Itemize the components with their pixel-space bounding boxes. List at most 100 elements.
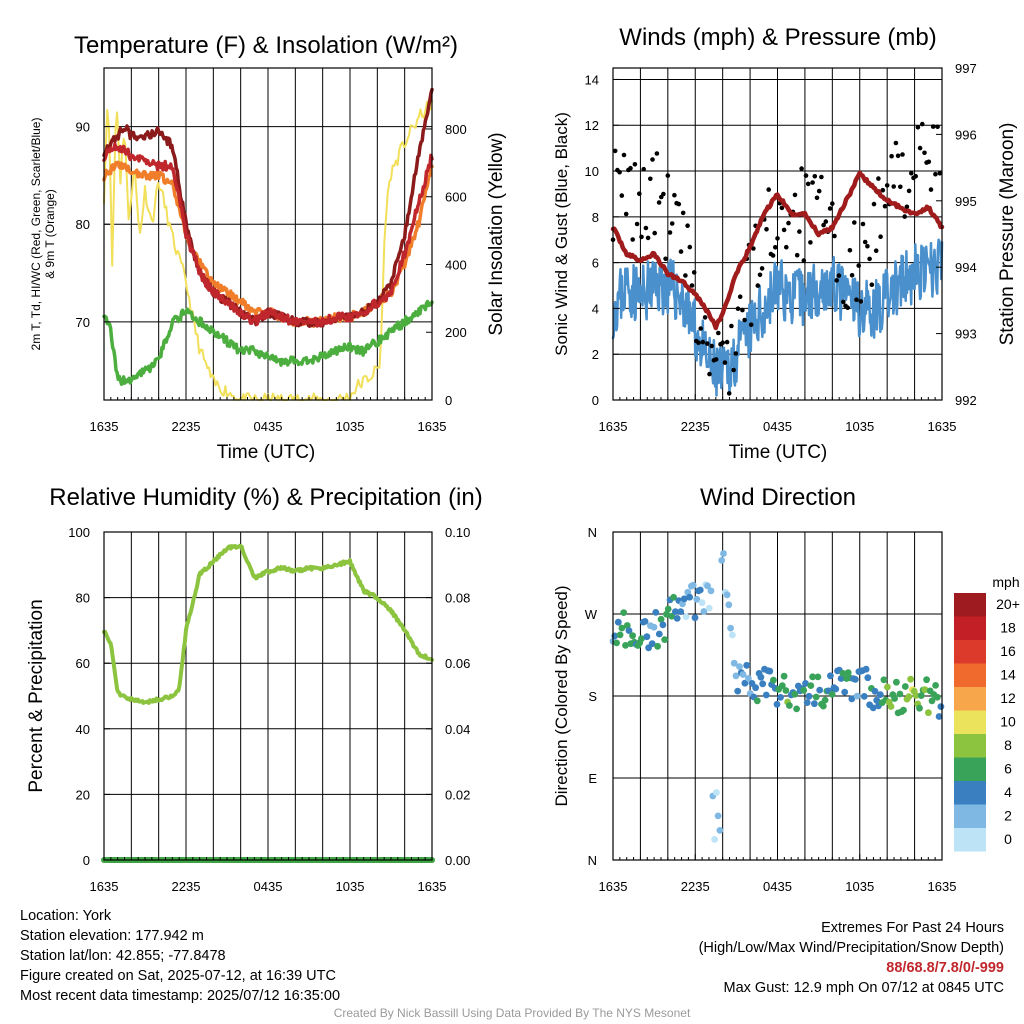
direction-point (809, 673, 816, 681)
gust-point (819, 174, 824, 180)
gust-point (915, 125, 921, 130)
rh-ytick-label-right: 0.08 (445, 591, 470, 606)
gust-point (902, 214, 907, 219)
gust-point (687, 244, 693, 250)
direction-point (905, 693, 913, 700)
gust-point (889, 153, 894, 159)
gust-point (733, 351, 739, 356)
direction-point (907, 675, 914, 683)
direction-point (659, 621, 667, 629)
gust-point (707, 371, 712, 377)
direction-point (705, 604, 713, 612)
extremes-values: 88/68.8/7.8/0/-999 (886, 960, 1004, 976)
gust-point (648, 176, 653, 182)
gust-point (770, 253, 776, 258)
temp-xtick-label: 1035 (336, 419, 365, 434)
gust-point (663, 256, 668, 262)
direction-point (884, 683, 891, 691)
rh-ytick-label-left: 60 (76, 656, 90, 671)
direction-point (935, 713, 943, 720)
rh-xtick-label: 1635 (90, 879, 119, 894)
gust-point (856, 263, 861, 268)
direction-point (623, 622, 631, 629)
dir-ytick-label: N (588, 853, 597, 868)
gust-point (884, 183, 890, 188)
gust-point (841, 299, 846, 305)
gust-point (834, 278, 839, 283)
direction-point (766, 667, 774, 675)
gust-point (724, 339, 730, 345)
temp-xtick-label: 2235 (172, 419, 201, 434)
gust-point (656, 200, 662, 205)
direction-point (917, 692, 925, 699)
station-latlon: Station lat/lon: 42.855; -77.8478 (20, 948, 226, 964)
winds-ytick-label-right: 997 (955, 61, 977, 76)
gust-point (645, 235, 651, 241)
gust-point (689, 283, 695, 288)
temp-xtick-label: 0435 (254, 419, 283, 434)
direction-point (912, 692, 920, 699)
winds-ytick-label-right: 992 (955, 393, 977, 408)
rh-xtick-label: 1035 (336, 879, 365, 894)
gust-point (751, 246, 756, 251)
gust-point (792, 192, 798, 198)
rh-ytick-label-left: 20 (76, 787, 90, 802)
gust-point (803, 173, 809, 178)
direction-point (762, 691, 770, 699)
gust-point (805, 181, 811, 187)
direction-point (782, 687, 790, 694)
direction-point (711, 836, 718, 843)
gust-point (821, 222, 826, 228)
gust-point (729, 323, 734, 329)
direction-point (893, 678, 900, 686)
gust-point (742, 317, 747, 323)
winds-ytick-label-left: 6 (592, 256, 599, 271)
extremes-info: Extremes For Past 24 Hours (High/Low/Max… (699, 918, 1004, 998)
direction-point (819, 702, 827, 710)
gust-point (766, 187, 771, 192)
colorbar-label: 14 (1000, 667, 1016, 683)
direction-panel-title: Wind Direction (700, 484, 856, 511)
gust-point (810, 180, 815, 185)
direction-point (698, 599, 706, 607)
gust-point (619, 193, 625, 198)
relative-humidity-line (102, 543, 434, 705)
winds-ylabel-right: Station Pressure (Maroon) (997, 123, 1018, 346)
direction-point (896, 690, 904, 698)
gust-point (797, 229, 802, 234)
direction-point (622, 642, 629, 649)
gust-point (634, 221, 640, 227)
gust-point (906, 188, 912, 194)
winds-xtick-label: 1035 (845, 419, 874, 434)
gust-point (860, 221, 866, 227)
direction-point (670, 593, 677, 601)
direction-point (696, 586, 704, 594)
dir-ytick-label: W (585, 607, 598, 622)
gust-point (922, 150, 927, 156)
direction-point (891, 695, 898, 702)
direction-point (616, 631, 624, 639)
rh-ytick-label-right: 0.04 (445, 722, 470, 737)
rh-ytick-label-left: 80 (76, 591, 90, 606)
direction-point (714, 812, 722, 820)
direction-point (805, 692, 813, 700)
temp-ytick-label-right: 0 (445, 393, 452, 408)
gust-point (816, 188, 822, 194)
direction-point (800, 686, 808, 694)
direction-point (745, 675, 752, 682)
direction-point (752, 684, 759, 692)
winds-xlabel: Time (UTC) (729, 442, 828, 463)
gust-point (836, 273, 842, 278)
direction-point (725, 601, 733, 609)
direction-point (802, 680, 809, 687)
gust-point (869, 282, 875, 288)
rh-ytick-label-right: 0.10 (445, 525, 470, 540)
direction-point (672, 608, 679, 615)
gust-point (794, 252, 800, 258)
direction-point (812, 693, 820, 701)
gust-point (878, 234, 883, 239)
winds-ytick-label-right: 993 (955, 327, 977, 342)
direction-point (811, 700, 818, 708)
gust-point (858, 299, 864, 304)
